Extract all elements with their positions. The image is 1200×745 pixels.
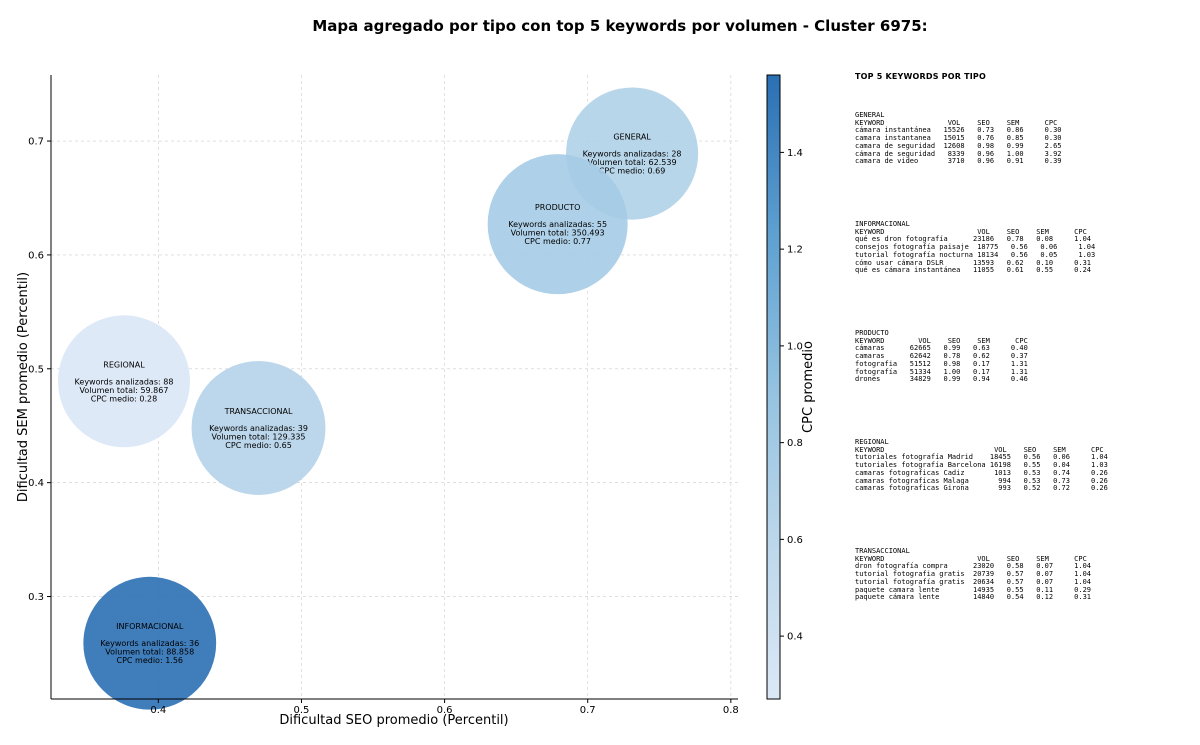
colorbar-tick-label: 0.8: [787, 438, 803, 449]
bubble-circle: [57, 315, 190, 448]
bubble-label-line: Volumen total: 129.335: [212, 432, 306, 441]
side-panel-title: TOP 5 KEYWORDS POR TIPO: [855, 72, 986, 81]
x-axis-label: Dificultad SEO promedio (Percentil): [279, 713, 508, 728]
block-line: tutorial fotografia gratis 20739 0.57 0.…: [855, 570, 1092, 579]
block-line: tutorial fotografía gratis 20634 0.57 0.…: [855, 577, 1092, 586]
block-line: KEYWORD VOL SEO SEM CPC: [855, 554, 1087, 563]
bubble-label-line: Keywords analizadas: 28: [583, 150, 682, 159]
block-line: GENERAL: [855, 111, 885, 119]
colorbar-tick-label: 1.2: [787, 245, 803, 256]
bubble-label-line: CPC medio: 0.77: [524, 237, 591, 246]
block-line: cámaras 62665 0.99 0.63 0.40: [855, 344, 1028, 353]
block-line: KEYWORD VOL SEO SEM CPC: [855, 445, 1104, 454]
block-line: tutorial fotografía nocturna 18134 0.56 …: [855, 250, 1096, 259]
block-line: qué es dron fotografía 23186 0.78 0.08 1…: [855, 235, 1092, 244]
y-tick-label: 0.7: [28, 137, 44, 148]
keyword-block-producto: PRODUCTO KEYWORD VOL SEO SEM CPC cámaras…: [855, 329, 1028, 384]
block-line: camaras 62642 0.78 0.62 0.37: [855, 352, 1028, 361]
block-line: REGIONAL: [855, 438, 889, 446]
y-axis-label: Dificultad SEM promedio (Percentil): [16, 272, 31, 502]
top-keywords-panel: TOP 5 KEYWORDS POR TIPO GENERAL KEYWORD …: [855, 72, 1195, 601]
x-tick-label: 0.8: [723, 705, 739, 716]
block-line: paquete cámara lente 14840 0.54 0.12 0.3…: [855, 593, 1092, 602]
x-tick-label: 0.6: [437, 705, 453, 716]
bubble-label-line: Volumen total: 62.539: [588, 158, 677, 167]
block-line: tutoriales fotografía Barcelona 16198 0.…: [855, 461, 1108, 470]
bubble-label-line: PRODUCTO: [535, 203, 580, 212]
block-line: consejos fotografía paisaje 18775 0.56 0…: [855, 243, 1096, 252]
colorbar-tick-label: 0.6: [787, 535, 803, 546]
block-line: cámara instantánea 15526 0.73 0.86 0.30: [855, 126, 1062, 135]
bubble-circle: [191, 361, 326, 495]
bubble-label-line: Keywords analizadas: 55: [508, 220, 607, 229]
block-line: camaras fotograficas Malaga 994 0.53 0.7…: [855, 476, 1108, 485]
block-line: fotografia 51512 0.98 0.17 1.31: [855, 359, 1028, 368]
colorbar-tick-label: 1.4: [787, 148, 803, 159]
y-tick-label: 0.6: [28, 250, 44, 261]
chart-title: Mapa agregado por tipo con top 5 keyword…: [312, 17, 927, 35]
colorbar-tick-label: 0.4: [787, 632, 803, 643]
block-line: KEYWORD VOL SEO SEM CPC: [855, 118, 1058, 127]
bubble-label-line: GENERAL: [613, 133, 651, 142]
block-line: fotografía 51334 1.00 0.17 1.31: [855, 367, 1028, 376]
bubble-label-line: Keywords analizadas: 39: [209, 424, 308, 433]
block-line: KEYWORD VOL SEO SEM CPC: [855, 336, 1028, 345]
block-line: camara instantanea 15015 0.76 0.85 0.30: [855, 134, 1062, 143]
y-tick-label: 0.5: [28, 364, 44, 375]
x-tick-label: 0.7: [580, 705, 596, 716]
block-line: camara de seguridad 12608 0.98 0.99 2.65: [855, 141, 1062, 150]
block-line: INFORMACIONAL: [855, 220, 910, 228]
block-line: cómo usar cámara DSLR 13593 0.62 0.10 0.…: [855, 258, 1092, 267]
bubble-label-line: Volumen total: 350.493: [511, 229, 605, 238]
bubble-transaccional: TRANSACCIONAL Keywords analizadas: 39Volu…: [191, 361, 326, 495]
block-line: KEYWORD VOL SEO SEM CPC: [855, 227, 1087, 236]
x-tick-label: 0.5: [294, 705, 310, 716]
bubble-label-line: Volumen total: 59.867: [80, 386, 169, 395]
block-line: camaras fotograficas Cadiz 1013 0.53 0.7…: [855, 468, 1108, 477]
keyword-block-general: GENERAL KEYWORD VOL SEO SEM CPC cámara i…: [855, 111, 1062, 166]
bubble-label-line: INFORMACIONAL: [116, 622, 184, 631]
bubble-label-line: CPC medio: 0.28: [91, 394, 158, 403]
colorbar-label: CPC promedio: [801, 341, 816, 433]
keyword-block-informacional: INFORMACIONAL KEYWORD VOL SEO SEM CPC qu…: [855, 220, 1096, 275]
block-line: drones 34829 0.99 0.94 0.46: [855, 375, 1028, 384]
colorbar-gradient: [766, 74, 781, 700]
bubble-label-line: TRANSACCIONAL: [224, 407, 293, 416]
block-line: qué es cámara instantánea 11055 0.61 0.5…: [855, 266, 1092, 275]
block-line: camaras fotograficas Girona 993 0.52 0.7…: [855, 484, 1108, 493]
bubble-label-line: CPC medio: 1.56: [117, 656, 184, 665]
ticks: 0.4 0.5 0.6 0.7 0.8 0.3 0.4 0.5 0.6 0.7: [28, 137, 739, 716]
block-line: dron fotografía compra 23020 0.58 0.07 1…: [855, 562, 1092, 571]
bubble-informacional: INFORMACIONAL Keywords analizadas: 36Volu…: [83, 576, 217, 710]
block-line: tutoriales fotografía Madrid 18455 0.56 …: [855, 453, 1108, 462]
bubble-label-line: REGIONAL: [103, 360, 145, 369]
colorbar: 0.4 0.6 0.8 1.0 1.2 1.4 CPC promedio: [766, 74, 816, 700]
block-line: paquete camara lente 14935 0.55 0.11 0.2…: [855, 585, 1092, 594]
axes: [50, 75, 738, 700]
block-line: camara de video 3710 0.96 0.91 0.39: [855, 157, 1062, 166]
colorbar-ticks: 0.4 0.6 0.8 1.0 1.2 1.4: [780, 148, 803, 643]
keyword-block-transaccional: TRANSACCIONAL KEYWORD VOL SEO SEM CPC dr…: [855, 547, 1092, 602]
y-tick-label: 0.3: [28, 592, 44, 603]
block-line: cámara de seguridad 8339 0.96 1.00 3.92: [855, 149, 1062, 158]
bubble-label-line: Keywords analizadas: 88: [75, 377, 174, 386]
y-tick-label: 0.4: [28, 478, 44, 489]
bubble-circle: [83, 576, 217, 710]
bubble-circle: [487, 154, 628, 295]
keyword-block-regional: REGIONAL KEYWORD VOL SEO SEM CPC tutoria…: [855, 438, 1108, 493]
bubble-label-line: Volumen total: 88.858: [105, 648, 194, 657]
block-line: PRODUCTO: [855, 329, 889, 337]
bubble-label-line: CPC medio: 0.65: [225, 441, 292, 450]
colorbar-tick-label: 1.0: [787, 341, 803, 352]
x-tick-label: 0.4: [150, 705, 166, 716]
block-line: TRANSACCIONAL: [855, 547, 910, 555]
bubble-label-line: Keywords analizadas: 36: [100, 639, 199, 648]
bubble-label-line: CPC medio: 0.69: [599, 167, 666, 176]
